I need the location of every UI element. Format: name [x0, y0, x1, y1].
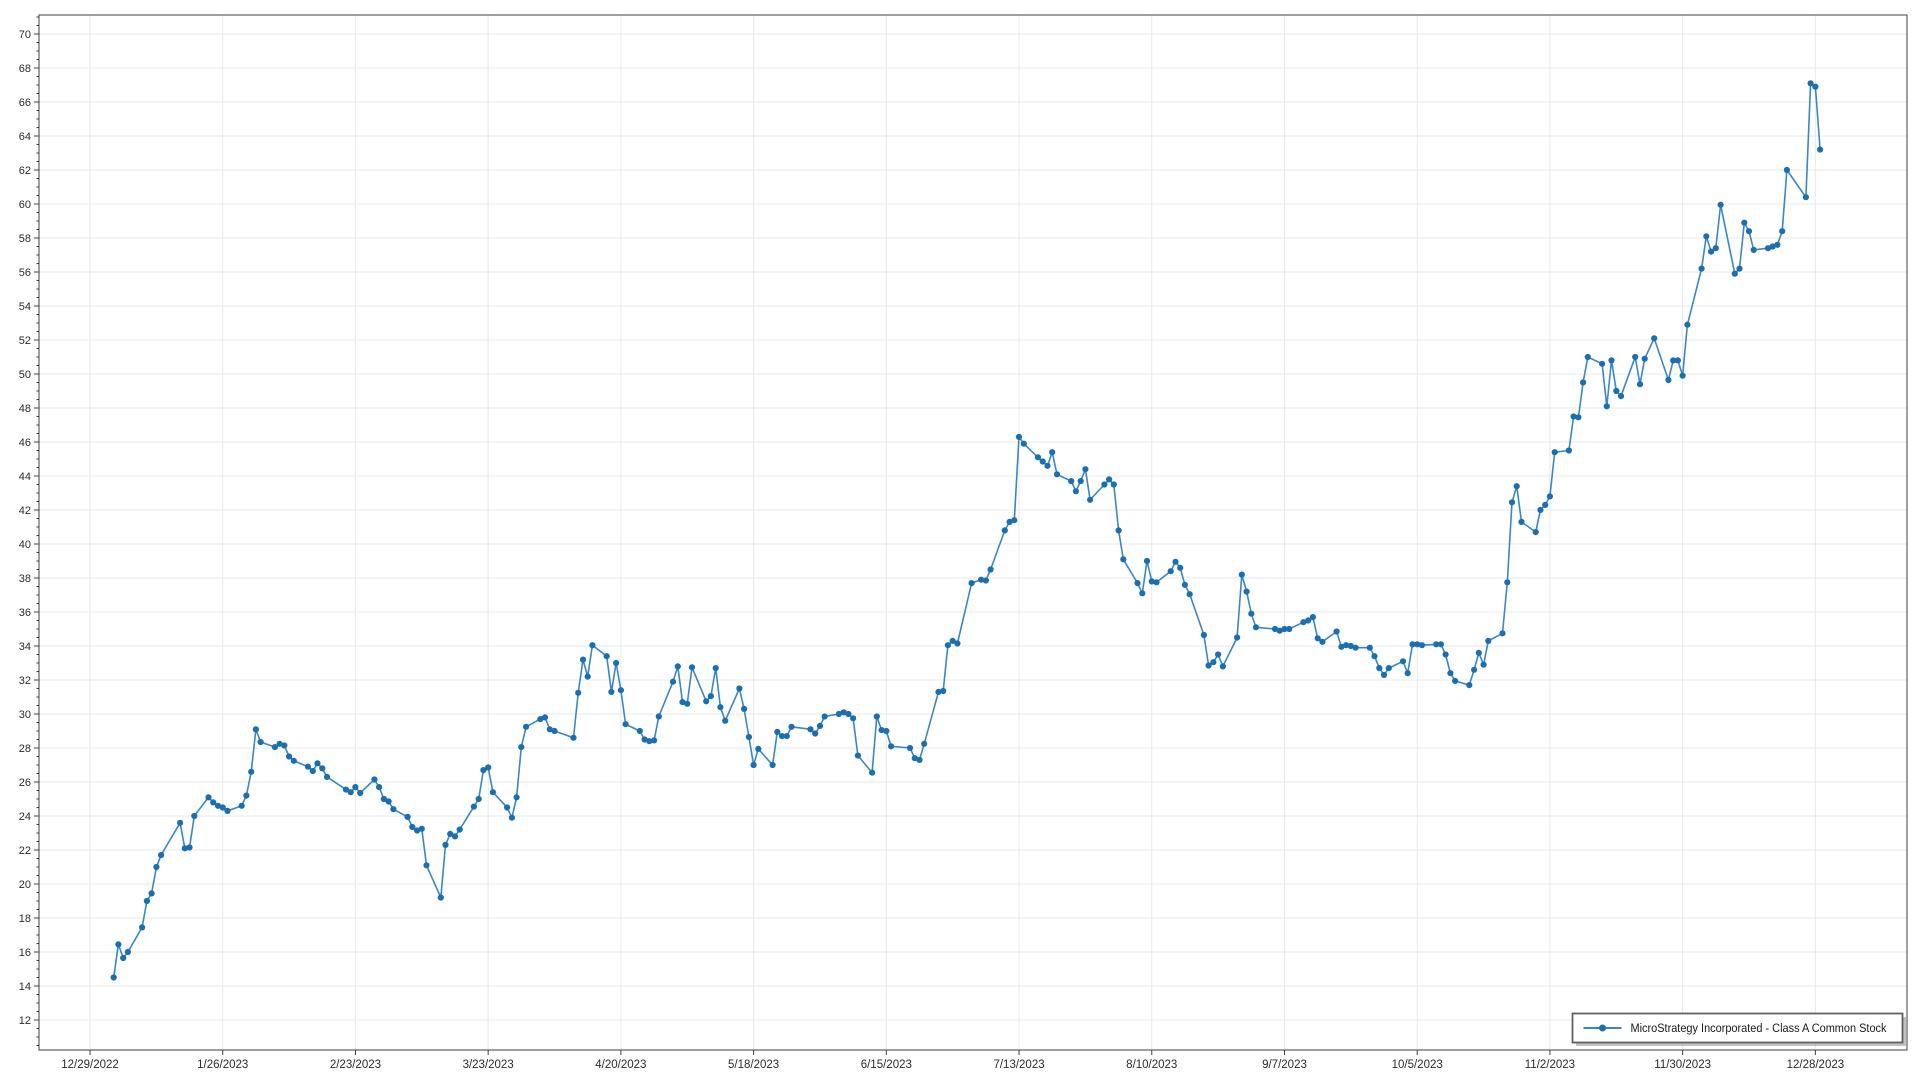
svg-text:8/10/2023: 8/10/2023 [1126, 1059, 1177, 1071]
price-line [112, 81, 1821, 978]
dot-marker-icon [1599, 1024, 1606, 1032]
svg-text:12/29/2022: 12/29/2022 [61, 1059, 119, 1071]
svg-text:32: 32 [19, 675, 31, 687]
svg-text:34: 34 [19, 641, 31, 653]
svg-text:58: 58 [19, 233, 31, 245]
svg-text:62: 62 [19, 165, 31, 177]
svg-text:66: 66 [19, 97, 31, 109]
svg-text:44: 44 [19, 471, 31, 483]
svg-text:11/30/2023: 11/30/2023 [1654, 1059, 1711, 1071]
y-axis: 12 14 16 18 20 22 24 26 28 30 32 34 36 38 40 42 44 46 48 50… [19, 16, 39, 1046]
svg-text:60: 60 [19, 199, 31, 211]
svg-text:3/23/2023: 3/23/2023 [463, 1059, 514, 1071]
svg-text:22: 22 [19, 845, 31, 857]
svg-text:70: 70 [19, 29, 31, 41]
svg-text:52: 52 [19, 335, 31, 347]
svg-text:18: 18 [19, 913, 31, 925]
data-points [110, 80, 1824, 981]
legend-box [1571, 1012, 1904, 1044]
svg-text:68: 68 [19, 63, 31, 75]
legend[interactable]: MicroStrategy Incorporated - Class A Com… [1571, 1012, 1907, 1047]
price-line-series [110, 80, 1824, 981]
svg-text:30: 30 [19, 709, 31, 721]
svg-text:12/28/2023: 12/28/2023 [1787, 1059, 1845, 1071]
gridlines [39, 15, 1907, 1050]
svg-text:36: 36 [19, 607, 31, 619]
svg-text:56: 56 [19, 267, 31, 279]
svg-text:20: 20 [19, 879, 31, 891]
svg-text:38: 38 [19, 573, 31, 585]
svg-text:6/15/2023: 6/15/2023 [861, 1059, 912, 1071]
x-axis: 12/29/2022 1/26/2023 2/23/2023 3/23/2023 4/2… [61, 1050, 1844, 1071]
svg-text:5/18/2023: 5/18/2023 [728, 1059, 779, 1071]
svg-text:16: 16 [19, 947, 31, 959]
svg-text:12: 12 [19, 1015, 31, 1027]
svg-text:54: 54 [19, 301, 31, 313]
svg-text:7/13/2023: 7/13/2023 [993, 1059, 1044, 1071]
svg-text:14: 14 [19, 981, 31, 993]
svg-text:50: 50 [19, 369, 31, 381]
svg-text:4/20/2023: 4/20/2023 [595, 1059, 646, 1071]
svg-text:10/5/2023: 10/5/2023 [1392, 1059, 1443, 1071]
svg-text:24: 24 [19, 811, 31, 823]
svg-text:11/2/2023: 11/2/2023 [1525, 1059, 1575, 1071]
svg-text:2/23/2023: 2/23/2023 [330, 1059, 381, 1071]
svg-text:9/7/2023: 9/7/2023 [1262, 1059, 1307, 1071]
svg-text:64: 64 [19, 131, 31, 143]
svg-text:26: 26 [19, 777, 31, 789]
legend-label: MicroStrategy Incorporated - Class A Com… [1631, 1021, 1888, 1035]
plot-border [38, 14, 1908, 1051]
svg-text:48: 48 [19, 403, 31, 415]
svg-text:1/26/2023: 1/26/2023 [197, 1059, 248, 1071]
svg-text:40: 40 [19, 539, 31, 551]
svg-text:46: 46 [19, 437, 31, 449]
svg-text:28: 28 [19, 743, 31, 755]
svg-text:42: 42 [19, 505, 31, 517]
